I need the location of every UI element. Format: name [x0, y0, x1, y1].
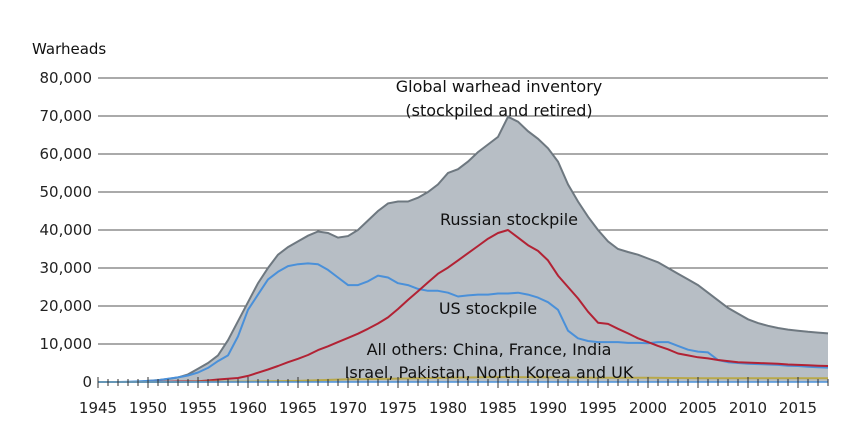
annotation-others-line1: All others: China, France, India — [367, 340, 612, 359]
annotation-global-line1: Global warhead inventory — [396, 77, 603, 96]
global-warhead-inventory-outline — [98, 115, 829, 383]
annotation-global-line2: (stockpiled and retired) — [405, 101, 592, 120]
global-warhead-inventory-area — [98, 116, 828, 383]
y-tick-label: 40,000 — [40, 221, 93, 239]
x-tick-label: 1955 — [179, 399, 217, 417]
x-tick-label: 1950 — [129, 399, 167, 417]
x-tick-label: 1970 — [329, 399, 367, 417]
annotation-us: US stockpile — [439, 299, 537, 318]
y-axis-title: Warheads — [32, 40, 106, 58]
y-tick-label: 30,000 — [40, 259, 93, 277]
x-tick-label: 2005 — [679, 399, 717, 417]
us-stockpile-line — [98, 262, 829, 383]
y-tick-label: 70,000 — [40, 107, 93, 125]
russian-stockpile-line — [98, 229, 829, 383]
annotation-others-line2: Israel, Pakistan, North Korea and UK — [345, 363, 634, 382]
x-tick-label: 1980 — [429, 399, 467, 417]
y-tick-label: 0 — [82, 373, 92, 391]
y-tick-label: 80,000 — [40, 69, 93, 87]
x-tick-label: 1960 — [229, 399, 267, 417]
x-tick-label: 2015 — [779, 399, 817, 417]
y-tick-label: 50,000 — [40, 183, 93, 201]
y-tick-label: 10,000 — [40, 335, 93, 353]
x-tick-label: 1965 — [279, 399, 317, 417]
x-tick-label: 1995 — [579, 399, 617, 417]
y-tick-label: 20,000 — [40, 297, 93, 315]
axes-layer: 0 10,000 20,000 30,000 40,000 50,000 60,000 70,… — [40, 69, 829, 417]
x-tick-label: 1945 — [79, 399, 117, 417]
x-tick-label: 1990 — [529, 399, 567, 417]
y-tick-label: 60,000 — [40, 145, 93, 163]
x-tick-label: 1985 — [479, 399, 517, 417]
x-tick-label: 2010 — [729, 399, 767, 417]
x-tick-label: 2000 — [629, 399, 667, 417]
x-tick-label: 1975 — [379, 399, 417, 417]
annotation-russia: Russian stockpile — [440, 210, 578, 229]
